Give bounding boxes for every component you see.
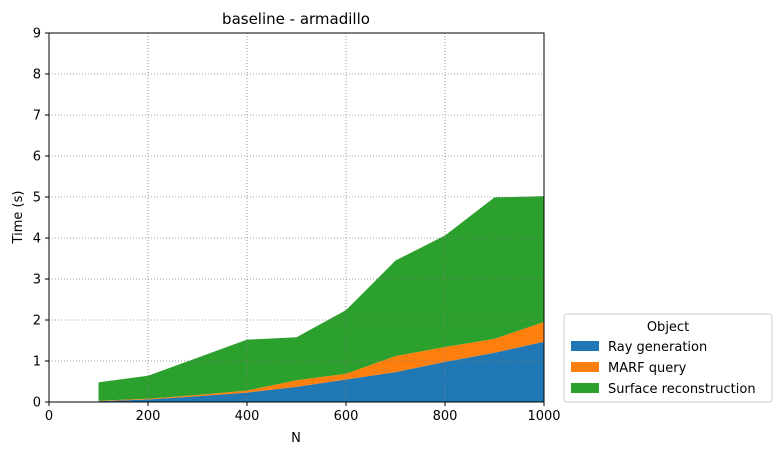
legend-label-0: Ray generation (608, 340, 707, 355)
legend-label-2: Surface reconstruction (608, 382, 756, 397)
axes-layer: 0 200 400 600 800 1000 0 1 2 3 4 5 6 7 8 9 (33, 27, 561, 425)
x-tick-label-3: 600 (334, 409, 359, 424)
legend-swatch-2 (571, 383, 599, 393)
y-tick-label-5: 5 (33, 191, 41, 206)
y-tick-label-2: 2 (33, 314, 41, 329)
y-tick-label-4: 4 (33, 232, 41, 247)
x-tick-label-4: 800 (433, 409, 458, 424)
legend-title: Object (647, 320, 689, 335)
y-tick-label-7: 7 (33, 109, 41, 124)
y-tick-label-3: 3 (33, 273, 41, 288)
x-axis-label: N (291, 431, 301, 446)
plot-frame (48, 32, 545, 403)
legend-swatch-0 (571, 341, 599, 351)
legend-frame (563, 313, 773, 403)
legend-swatch-1 (571, 362, 599, 372)
legend-label-1: MARF query (608, 361, 687, 376)
y-tick-label-8: 8 (33, 68, 41, 83)
area-series-0 (98, 341, 544, 402)
x-tick-label-0: 0 (45, 409, 53, 424)
legend-entries: Ray generation MARF query Surface reconstr… (571, 340, 756, 397)
areas-layer (98, 196, 544, 402)
chart-title: baseline - armadillo (222, 10, 370, 28)
y-tick-label-1: 1 (33, 355, 41, 370)
y-tick-label-6: 6 (33, 150, 41, 165)
x-tick-label-5: 1000 (527, 409, 560, 424)
x-tick-label-1: 200 (136, 409, 161, 424)
y-tick-label-0: 0 (33, 396, 41, 411)
area-series-2 (98, 196, 544, 401)
legend: Object Ray generation MARF query Surface r… (563, 313, 773, 403)
y-axis-label: Time (s) (11, 191, 26, 245)
y-tick-label-9: 9 (33, 27, 41, 42)
x-tick-label-2: 400 (235, 409, 260, 424)
